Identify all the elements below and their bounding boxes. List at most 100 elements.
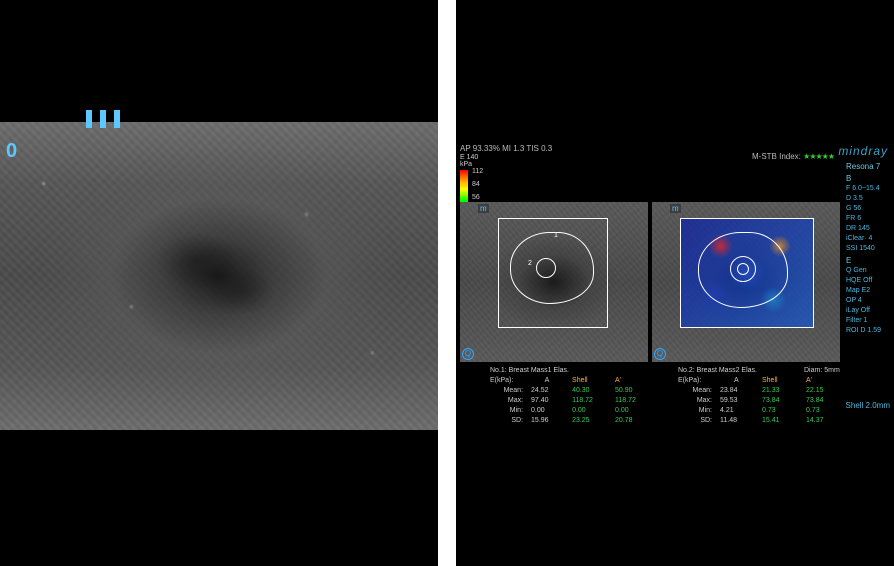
m-marker-icon: m xyxy=(478,204,489,213)
stb-label: M-STB Index: xyxy=(752,152,801,161)
col-head: A xyxy=(734,376,754,386)
param-line: D 3.5 xyxy=(846,194,892,204)
data-row: Min: 0.00 0.00 0.00 xyxy=(490,406,650,416)
mass2-title: No.2: Breast Mass2 Elas. xyxy=(678,366,796,376)
col-head: E(kPa): xyxy=(490,376,537,386)
mass1-title: No.1: Breast Mass1 Elas. xyxy=(490,366,650,376)
right-panel: AP 93.33% MI 1.3 TIS 0.3 M-STB Index: ★★… xyxy=(456,0,894,566)
brand-logo: mindray xyxy=(838,144,888,158)
param-line: Q Gen xyxy=(846,266,892,276)
measurement-circle-inner[interactable] xyxy=(737,263,749,275)
mass2-diam: Diam: 5mm xyxy=(804,366,852,376)
stb-stars: ★★★★★ xyxy=(803,152,834,161)
data-row: Min: 4.21 0.73 0.73 xyxy=(678,406,868,416)
data-row: SD: 11.48 15.41 14.37 xyxy=(678,416,868,426)
val-a: 11.48 xyxy=(720,416,754,426)
val-aprime: 0.00 xyxy=(615,406,650,416)
cb-tick: 112 xyxy=(472,168,483,175)
val-shell: 15.41 xyxy=(762,416,798,426)
val-aprime: 20.78 xyxy=(615,416,650,426)
col-head: Shell xyxy=(762,376,798,386)
colorbar-top-label: E 140 kPa xyxy=(460,154,482,168)
val-shell: 73.84 xyxy=(762,396,798,406)
data-row: Mean: 23.84 21.33 22.15 xyxy=(678,386,868,396)
data-row: Max: 59.53 73.84 73.84 xyxy=(678,396,868,406)
col-head: Shell xyxy=(572,376,607,386)
param-line: DR 145 xyxy=(846,224,892,234)
val-shell: 118.72 xyxy=(572,396,607,406)
val-aprime: 14.37 xyxy=(806,416,842,426)
measurement-circle[interactable] xyxy=(536,258,556,278)
val-aprime: 0.73 xyxy=(806,406,842,416)
mode-b-head: B xyxy=(846,174,892,184)
val-shell: 21.33 xyxy=(762,386,798,396)
system-name: Resona 7 xyxy=(846,162,892,172)
cb-tick: 56 xyxy=(472,194,480,201)
data-row: SD: 15.96 23.25 20.78 xyxy=(490,416,650,426)
roi-label-2: 2 xyxy=(528,260,532,267)
param-line: SSI 1540 xyxy=(846,244,892,254)
m-marker-icon: m xyxy=(670,204,681,213)
left-panel: 0 xyxy=(0,0,438,566)
quality-indicator-icon: Q xyxy=(462,348,474,360)
row-label: Max: xyxy=(678,396,712,406)
tissue-texture xyxy=(0,122,438,430)
mass1-data: No.1: Breast Mass1 Elas. E(kPa): A Shell… xyxy=(490,366,650,426)
panel-divider xyxy=(438,0,456,566)
depth-ticks xyxy=(86,110,120,128)
val-a: 15.96 xyxy=(531,416,564,426)
row-label: Max: xyxy=(490,396,523,406)
shell-note: Shell 2.0mm xyxy=(846,401,890,410)
param-line: FR 6 xyxy=(846,214,892,224)
depth-marker-0: 0 xyxy=(6,140,17,163)
param-line: F 6.0~15.4 xyxy=(846,184,892,194)
acoustic-status: AP 93.33% MI 1.3 TIS 0.3 xyxy=(460,144,552,153)
row-label: Mean: xyxy=(490,386,523,396)
val-shell: 23.25 xyxy=(572,416,607,426)
col-head: A' xyxy=(615,376,650,386)
app-root: 0 AP 93.33% MI 1.3 TIS 0.3 M-STB Index: … xyxy=(0,0,894,566)
dual-view: m 1 2 Q m Q xyxy=(460,202,844,362)
val-a: 23.84 xyxy=(720,386,754,396)
data-row: Max: 97.40 118.72 118.72 xyxy=(490,396,650,406)
val-shell: 40.30 xyxy=(572,386,607,396)
mass2-data: No.2: Breast Mass2 Elas. Diam: 5mm E(kPa… xyxy=(678,366,868,426)
val-aprime: 22.15 xyxy=(806,386,842,396)
param-line: ROI D 1.59 xyxy=(846,326,892,336)
val-a: 97.40 xyxy=(531,396,564,406)
data-row: Mean: 24.52 40.30 50.90 xyxy=(490,386,650,396)
param-line: Map E2 xyxy=(846,286,892,296)
param-line: G 56 xyxy=(846,204,892,214)
m-stb-index: M-STB Index: ★★★★★ xyxy=(752,152,834,161)
val-shell: 0.73 xyxy=(762,406,798,416)
bmode-view[interactable]: m 1 2 Q xyxy=(460,202,648,362)
ultrasound-image-left xyxy=(0,122,438,430)
param-line: OP 4 xyxy=(846,296,892,306)
row-label: SD: xyxy=(490,416,523,426)
val-a: 59.53 xyxy=(720,396,754,406)
mode-e-head: E xyxy=(846,256,892,266)
val-aprime: 50.90 xyxy=(615,386,650,396)
row-label: Mean: xyxy=(678,386,712,396)
val-a: 0.00 xyxy=(531,406,564,416)
param-line: Filter 1 xyxy=(846,316,892,326)
elasto-view[interactable]: m Q xyxy=(652,202,840,362)
scan-params: Resona 7 B F 6.0~15.4 D 3.5 G 56 FR 6 DR… xyxy=(846,160,892,336)
col-head: A xyxy=(545,376,564,386)
val-shell: 0.00 xyxy=(572,406,607,416)
val-aprime: 118.72 xyxy=(615,396,650,406)
param-line: HQE Off xyxy=(846,276,892,286)
param-line: iClear· 4 xyxy=(846,234,892,244)
cb-tick: 84 xyxy=(472,181,480,188)
val-aprime: 73.84 xyxy=(806,396,842,406)
val-a: 24.52 xyxy=(531,386,564,396)
row-label: Min: xyxy=(490,406,523,416)
val-a: 4.21 xyxy=(720,406,754,416)
col-head: E(kPa): xyxy=(678,376,726,386)
row-label: Min: xyxy=(678,406,712,416)
col-head: A' xyxy=(806,376,842,386)
param-line: iLay Off xyxy=(846,306,892,316)
roi-label-1: 1 xyxy=(554,232,558,239)
quality-indicator-icon: Q xyxy=(654,348,666,360)
row-label: SD: xyxy=(678,416,712,426)
